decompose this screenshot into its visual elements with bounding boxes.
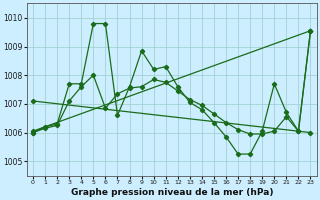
X-axis label: Graphe pression niveau de la mer (hPa): Graphe pression niveau de la mer (hPa) xyxy=(70,188,273,197)
